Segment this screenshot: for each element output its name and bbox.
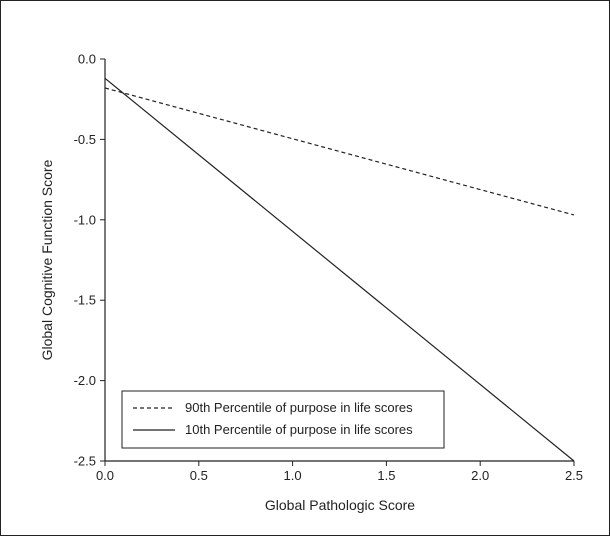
- x-tick-label: 2.5: [565, 468, 583, 483]
- y-tick-label: 0.0: [78, 52, 96, 67]
- x-tick-label: 0.0: [96, 468, 114, 483]
- x-tick-label: 0.5: [190, 468, 208, 483]
- series-lines: [104, 77, 575, 462]
- y-tick-label: -2.5: [74, 454, 96, 469]
- y-tick-label: -0.5: [74, 132, 96, 147]
- y-tick-label: -1.5: [74, 293, 96, 308]
- legend: 90th Percentile of purpose in life score…: [121, 390, 445, 449]
- x-tick-label: 1.5: [377, 468, 395, 483]
- ticks: 0.0 0.5 1.0 1.5 2.0 2.5 0.0 -0.5 -1.0 -1.5 -2.0 -2.…: [74, 52, 583, 484]
- axes: [104, 59, 574, 462]
- y-tick-label: -1.0: [74, 212, 96, 227]
- legend-box: [121, 390, 445, 449]
- legend-label-90th: 90th Percentile of purpose in life score…: [185, 400, 413, 415]
- x-axis-title: Global Pathologic Score: [265, 497, 415, 513]
- series-line-90th-percentile: [104, 87, 575, 216]
- series-line-10th-percentile: [104, 77, 575, 462]
- x-tick-label: 2.0: [471, 468, 489, 483]
- x-tick-label: 1.0: [284, 468, 302, 483]
- legend-label-10th: 10th Percentile of purpose in life score…: [185, 422, 413, 437]
- y-tick-label: -2.0: [74, 373, 96, 388]
- y-axis-title: Global Cognitive Function Score: [39, 159, 55, 360]
